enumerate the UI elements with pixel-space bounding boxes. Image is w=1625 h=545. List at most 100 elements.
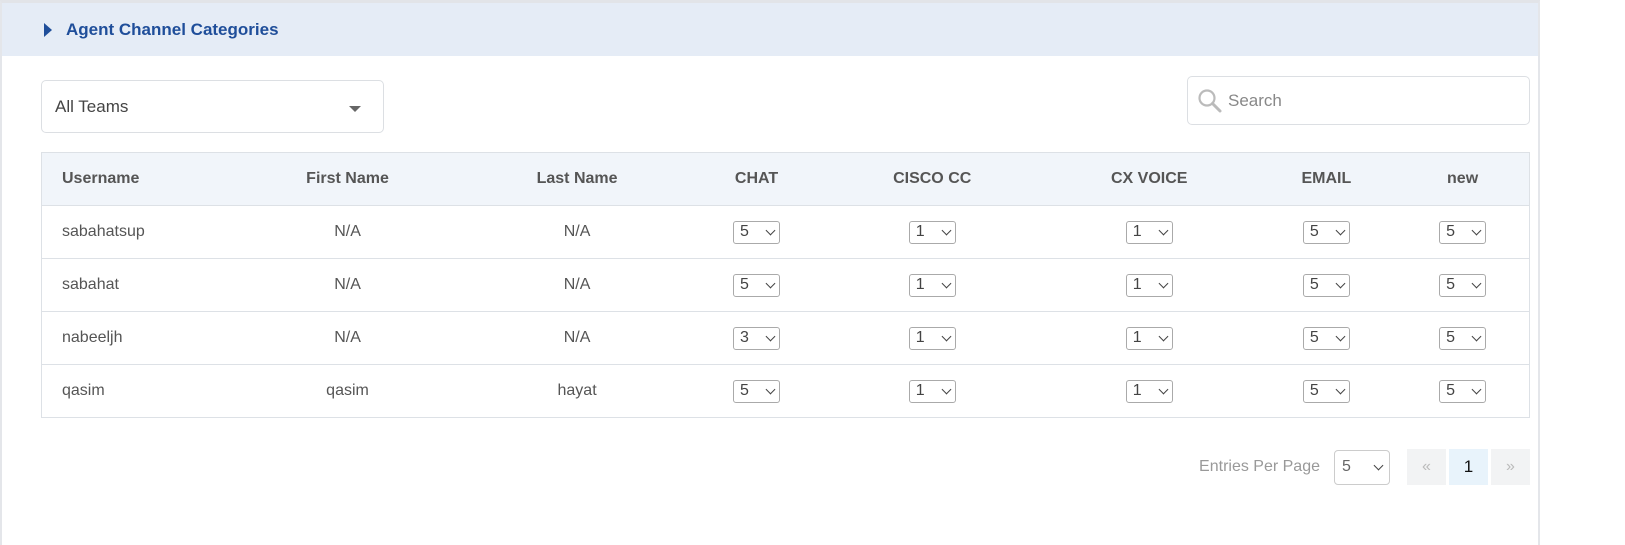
agents-table: Username First Name Last Name CHAT CISCO CC C… [41,152,1530,418]
cell-channel: 3 [690,311,823,365]
next-page-button[interactable]: » [1491,449,1530,485]
cell-username: nabeeljh [41,311,232,365]
select-value: 5 [1446,382,1455,399]
select-value: 1 [915,329,925,346]
cell-channel: 1 [1041,311,1257,365]
channel-level-select[interactable]: 5 [1302,273,1350,297]
cell-channel: 5 [1396,364,1530,418]
channel-level-select[interactable]: 1 [1125,220,1173,244]
channel-level-select[interactable]: 1 [908,273,956,297]
channel-level-select[interactable]: 5 [733,220,781,244]
cell-username: sabahat [41,258,232,312]
cell-channel: 1 [822,258,1042,312]
column-header: CISCO CC [822,152,1042,206]
cell-last: N/A [463,205,691,259]
cell-channel: 5 [1256,205,1397,259]
chevron-down-icon [765,384,776,394]
cell-channel: 1 [822,364,1042,418]
chevron-down-icon [765,225,776,235]
channel-level-select[interactable]: 5 [1439,326,1487,350]
channel-level-select[interactable]: 5 [1439,379,1487,403]
cell-channel: 5 [690,205,823,259]
cell-channel: 5 [690,258,823,312]
column-header: First Name [231,152,464,206]
chevron-down-icon [1335,384,1346,394]
chevron-down-icon [1471,225,1482,235]
chevron-down-icon [941,225,952,235]
team-dropdown[interactable]: All Teams [41,80,384,133]
section-title: Agent Channel Categories [66,19,279,39]
caret-down-icon [349,106,361,112]
cell-channel: 5 [1396,258,1530,312]
channel-level-select[interactable]: 3 [733,326,781,350]
cell-channel: 5 [690,364,823,418]
chevron-down-icon [1158,331,1169,341]
cell-first: qasim [231,364,464,418]
select-value: 5 [1309,276,1319,293]
chevron-down-icon [1335,331,1346,341]
channel-level-select[interactable]: 5 [1439,273,1487,297]
chevron-down-icon [1335,225,1346,235]
cell-channel: 1 [822,311,1042,365]
column-header: CX VOICE [1041,152,1257,206]
select-value: 1 [1132,329,1142,346]
channel-level-select[interactable]: 1 [1125,326,1173,350]
cell-channel: 5 [1256,258,1397,312]
chevron-down-icon [765,278,776,288]
cell-username: sabahatsup [41,205,232,259]
table-row: sabahatsup N/A N/A 5 1 1 5 5 [41,205,1530,259]
entries-value: 5 [1342,458,1351,475]
select-value: 5 [1309,223,1319,240]
column-header: Last Name [463,152,691,206]
search-icon [1198,89,1222,113]
select-value: 5 [740,382,749,399]
cell-username: qasim [41,364,232,418]
column-header: new [1396,152,1530,206]
select-value: 5 [1446,223,1455,240]
table-row: nabeeljh N/A N/A 3 1 1 5 5 [41,311,1530,365]
chevron-down-icon [941,331,952,341]
cell-last: N/A [463,258,691,312]
select-value: 5 [740,223,749,240]
chevron-down-icon [1158,278,1169,288]
cell-last: hayat [463,364,691,418]
channel-level-select[interactable]: 5 [1302,379,1350,403]
channel-level-select[interactable]: 5 [733,273,781,297]
channel-level-select[interactable]: 1 [1125,273,1173,297]
channel-level-select[interactable]: 1 [908,326,956,350]
section-header[interactable]: Agent Channel Categories [2,3,1538,56]
search-input[interactable]: Search [1187,76,1530,125]
select-value: 3 [740,329,749,346]
chevron-down-icon [765,331,776,341]
select-value: 5 [1446,276,1455,293]
channel-level-select[interactable]: 5 [733,379,781,403]
select-value: 1 [1132,276,1142,293]
pagination: Entries Per Page 5 « 1 » [1199,449,1530,485]
cell-last: N/A [463,311,691,365]
cell-first: N/A [231,258,464,312]
column-header: CHAT [690,152,823,206]
cell-channel: 5 [1256,311,1397,365]
channel-level-select[interactable]: 5 [1302,326,1350,350]
entries-per-page-select[interactable]: 5 [1334,449,1390,485]
search-placeholder: Search [1228,90,1282,110]
prev-page-button[interactable]: « [1407,449,1446,485]
entries-label: Entries Per Page [1199,458,1320,475]
cell-channel: 1 [1041,258,1257,312]
chevron-down-icon [1471,384,1482,394]
channel-level-select[interactable]: 1 [908,220,956,244]
cell-first: N/A [231,205,464,259]
channel-level-select[interactable]: 5 [1439,220,1487,244]
channel-level-select[interactable]: 1 [908,379,956,403]
page-1-button[interactable]: 1 [1449,449,1488,485]
column-header: Username [41,152,232,206]
chevron-down-icon [1471,331,1482,341]
panel: Agent Channel Categories [0,0,1540,545]
column-header: EMAIL [1256,152,1397,206]
cell-channel: 5 [1256,364,1397,418]
select-value: 1 [915,223,925,240]
table-row: sabahat N/A N/A 5 1 1 5 5 [41,258,1530,312]
channel-level-select[interactable]: 5 [1302,220,1350,244]
channel-level-select[interactable]: 1 [1125,379,1173,403]
table-row: qasim qasim hayat 5 1 1 5 5 [41,364,1530,418]
